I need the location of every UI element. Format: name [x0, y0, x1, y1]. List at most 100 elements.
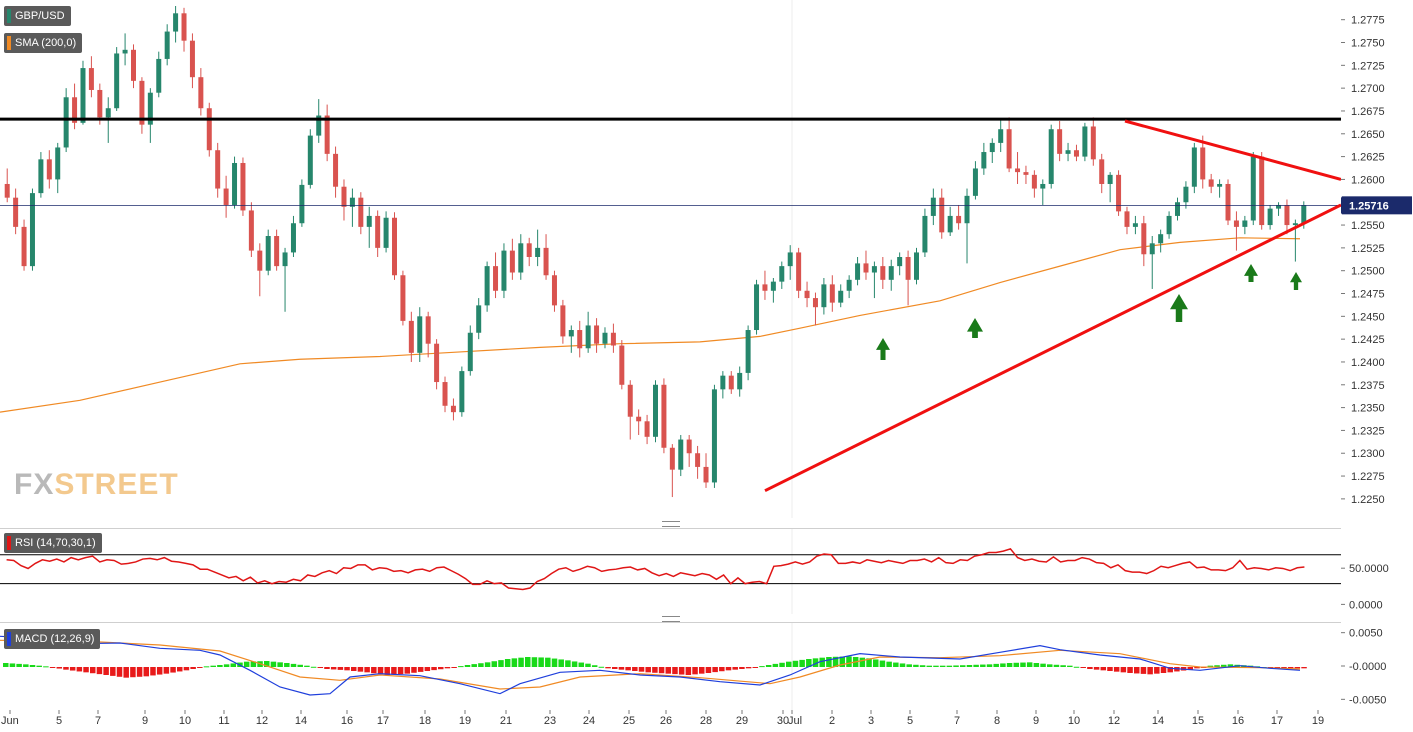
bull-candle — [770, 281, 776, 291]
bull-candle — [981, 152, 987, 169]
price-axis-svg: 1.2775 1.2750 1.2725 1.2700 1.2675 1.2650 1.26… — [1336, 15, 1412, 506]
macd-histogram-positive-bar — [531, 657, 538, 667]
macd-histogram-positive-bar — [826, 657, 832, 667]
bear-candle — [1284, 204, 1290, 226]
bull-candle — [1250, 156, 1256, 221]
macd-histogram-positive-bar — [571, 661, 578, 667]
date-tick-label: 9 — [1033, 715, 1039, 727]
macd-histogram-positive-bar — [866, 658, 872, 667]
macd-histogram-negative-bar — [1087, 667, 1093, 669]
price-tick-label: 1.2775 — [1351, 15, 1385, 27]
date-tick-label: 11 — [218, 715, 229, 727]
bull-candle — [914, 252, 919, 280]
macd-histogram-positive-bar — [799, 659, 805, 667]
bull-candle — [1183, 186, 1189, 203]
macd-histogram-positive-bar — [16, 663, 22, 667]
date-axis[interactable]: Jun 5 7 9 10 11 12 14 16 17 18 19 21 23 24 25 26 28 29 30Ju… — [0, 710, 1413, 732]
bull-candle — [366, 215, 372, 227]
bear-candle — [88, 68, 94, 90]
bear-candle — [1023, 172, 1029, 175]
macd-histogram-positive-bar — [230, 663, 237, 667]
macd-histogram-positive-bar — [980, 664, 986, 667]
pane-resize-handle-rsi[interactable] — [662, 521, 680, 527]
bear-candle — [181, 13, 187, 41]
macd-tag[interactable]: MACD (12,26,9) — [4, 629, 101, 649]
macd-axis[interactable]: 0.0050 -0.0000 -0.0050 — [1341, 622, 1413, 710]
bear-candle — [358, 197, 364, 227]
macd-histogram-positive-bar — [591, 665, 598, 667]
bear-candle — [408, 320, 414, 353]
macd-histogram-positive-bar — [1013, 662, 1020, 667]
macd-pane[interactable]: MACD (12,26,9) — [0, 622, 1341, 711]
date-tick-label: 24 — [583, 715, 595, 727]
bull-candle — [114, 53, 120, 109]
macd-histogram-negative-bar — [739, 667, 745, 669]
bear-candle — [812, 298, 818, 308]
bull-candle — [156, 58, 162, 93]
macd-histogram-negative-bar — [672, 667, 678, 675]
macd-histogram-negative-bar — [183, 667, 190, 671]
bear-candle — [636, 416, 642, 422]
macd-histogram-positive-bar — [893, 662, 899, 667]
price-tick-label: 1.2675 — [1351, 106, 1385, 118]
bull-candle — [1040, 183, 1046, 189]
bear-candle — [333, 153, 339, 187]
macd-histogram-negative-bar — [337, 667, 344, 670]
macd-histogram-positive-bar — [832, 656, 839, 667]
bull-candle — [897, 257, 903, 267]
macd-histogram-negative-bar — [652, 667, 658, 673]
bear-candle — [21, 226, 27, 267]
macd-histogram-negative-bar — [1147, 667, 1153, 675]
bear-candle — [1006, 129, 1012, 169]
macd-histogram-negative-bar — [1154, 667, 1160, 674]
macd-histogram-positive-bar — [458, 666, 464, 668]
bear-candle — [392, 217, 397, 276]
macd-histogram-positive-bar — [960, 665, 966, 667]
macd-histogram-positive-bar — [277, 662, 283, 667]
macd-histogram-positive-bar — [504, 659, 511, 667]
rsi-pane[interactable]: RSI (14,70,30,1) — [0, 528, 1341, 614]
price-tick-label: 1.2725 — [1351, 60, 1385, 72]
macd-histogram-negative-bar — [103, 667, 109, 675]
bull-candle — [972, 168, 978, 196]
macd-histogram-negative-bar — [364, 667, 370, 673]
rsi-tick-label: 0.0000 — [1349, 599, 1383, 611]
pane-resize-handle-macd[interactable] — [662, 616, 680, 622]
macd-histogram-positive-bar — [946, 665, 953, 667]
price-tick-label: 1.2525 — [1351, 243, 1385, 255]
up-arrow-icon — [1244, 264, 1258, 282]
bear-candle — [240, 162, 246, 211]
bull-candle — [55, 147, 61, 180]
sma-tag[interactable]: SMA (200,0) — [4, 33, 83, 53]
macd-histogram-negative-bar — [136, 667, 143, 677]
macd-histogram-positive-bar — [484, 662, 491, 667]
macd-histogram-positive-bar — [973, 664, 979, 667]
price-tick-label: 1.2400 — [1351, 357, 1385, 369]
macd-histogram-negative-bar — [1167, 667, 1173, 673]
macd-tick-label: -0.0000 — [1349, 661, 1386, 673]
macd-tick-label: 0.0050 — [1349, 628, 1383, 640]
instrument-tag[interactable]: GBP/USD — [4, 6, 71, 26]
date-tick-label: 18 — [419, 715, 431, 727]
macd-histogram-positive-bar — [886, 661, 892, 667]
rsi-axis[interactable]: 50.0000 0.0000 — [1341, 528, 1413, 613]
rsi-tag[interactable]: RSI (14,70,30,1) — [4, 533, 102, 553]
macd-histogram-negative-bar — [685, 667, 692, 675]
macd-histogram-positive-bar — [23, 664, 29, 667]
bear-candle — [1116, 174, 1122, 212]
macd-histogram-negative-bar — [1140, 667, 1147, 674]
bear-candle — [341, 186, 347, 207]
macd-histogram-positive-bar — [578, 662, 585, 667]
price-chart-pane[interactable]: GBP/USD SMA (200,0) FXSTREET — [0, 0, 1341, 518]
macd-histogram-positive-bar — [518, 657, 524, 667]
date-tick-label: 14 — [1152, 715, 1164, 727]
macd-histogram-negative-bar — [76, 667, 83, 672]
price-axis[interactable]: 1.2775 1.2750 1.2725 1.2700 1.2675 1.2650 1.26… — [1336, 0, 1413, 518]
macd-histogram-negative-bar — [632, 667, 638, 671]
bull-candle — [484, 266, 490, 306]
macd-histogram-negative-bar — [156, 667, 163, 675]
macd-histogram-negative-bar — [719, 667, 725, 672]
macd-axis-svg: 0.0050 -0.0000 -0.0050 — [1341, 628, 1386, 706]
bull-candle — [63, 97, 69, 148]
date-tick-label: 17 — [377, 715, 389, 727]
